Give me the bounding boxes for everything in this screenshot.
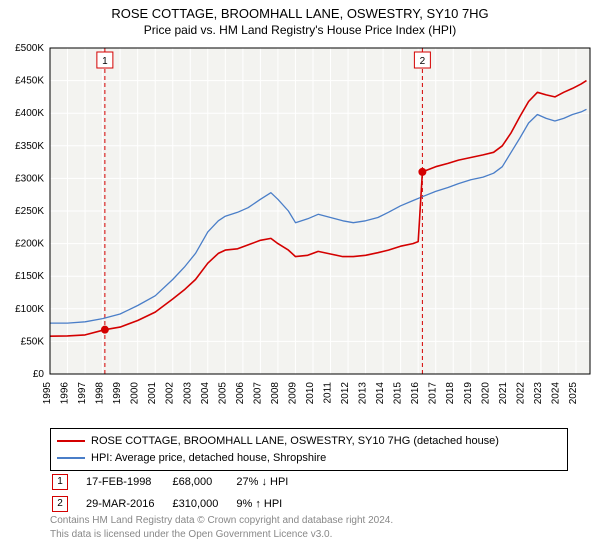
legend-label: HPI: Average price, detached house, Shro… xyxy=(91,450,326,467)
svg-text:£500K: £500K xyxy=(15,43,44,54)
marker-date: 29-MAR-2016 xyxy=(86,494,170,514)
marker-table: 1 17-FEB-1998 £68,000 27% ↓ HPI 2 29-MAR… xyxy=(50,470,306,516)
svg-text:1995: 1995 xyxy=(42,382,53,405)
marker-date: 17-FEB-1998 xyxy=(86,472,170,492)
marker-delta: 27% ↓ HPI xyxy=(236,472,304,492)
svg-text:2003: 2003 xyxy=(182,382,193,405)
svg-text:2010: 2010 xyxy=(305,382,316,405)
chart-title-sub: Price paid vs. HM Land Registry's House … xyxy=(0,21,600,37)
svg-text:2014: 2014 xyxy=(375,382,386,405)
footer-line: Contains HM Land Registry data © Crown c… xyxy=(50,514,393,528)
svg-text:2012: 2012 xyxy=(340,382,351,405)
svg-text:£200K: £200K xyxy=(15,239,44,250)
legend: ROSE COTTAGE, BROOMHALL LANE, OSWESTRY, … xyxy=(50,428,568,471)
svg-text:2000: 2000 xyxy=(130,382,141,405)
svg-text:1: 1 xyxy=(102,56,108,67)
svg-text:2006: 2006 xyxy=(235,382,246,405)
svg-text:£450K: £450K xyxy=(15,76,44,87)
chart-title-address: ROSE COTTAGE, BROOMHALL LANE, OSWESTRY, … xyxy=(0,0,600,21)
legend-swatch xyxy=(57,440,85,442)
svg-text:2025: 2025 xyxy=(568,382,579,405)
svg-text:2013: 2013 xyxy=(358,382,369,405)
svg-text:£300K: £300K xyxy=(15,173,44,184)
svg-text:1999: 1999 xyxy=(112,382,123,405)
svg-text:£0: £0 xyxy=(33,369,45,380)
svg-text:2017: 2017 xyxy=(428,382,439,405)
svg-text:1997: 1997 xyxy=(77,382,88,405)
svg-text:2002: 2002 xyxy=(165,382,176,405)
marker-row: 2 29-MAR-2016 £310,000 9% ↑ HPI xyxy=(52,494,304,514)
svg-text:2009: 2009 xyxy=(287,382,298,405)
svg-text:2016: 2016 xyxy=(410,382,421,405)
legend-label: ROSE COTTAGE, BROOMHALL LANE, OSWESTRY, … xyxy=(91,433,499,450)
chart-area: £0 £50K £100K £150K £200K £250K £300K £350K £400… xyxy=(0,42,600,422)
svg-text:2020: 2020 xyxy=(480,382,491,405)
legend-swatch xyxy=(57,457,85,459)
footer-attribution: Contains HM Land Registry data © Crown c… xyxy=(50,514,393,541)
svg-text:£100K: £100K xyxy=(15,304,44,315)
svg-text:2001: 2001 xyxy=(147,382,158,405)
marker-price: £68,000 xyxy=(172,472,234,492)
svg-text:£150K: £150K xyxy=(15,271,44,282)
marker-delta: 9% ↑ HPI xyxy=(236,494,304,514)
svg-text:2022: 2022 xyxy=(515,382,526,405)
marker-row: 1 17-FEB-1998 £68,000 27% ↓ HPI xyxy=(52,472,304,492)
marker-price: £310,000 xyxy=(172,494,234,514)
svg-text:2021: 2021 xyxy=(498,382,509,405)
legend-row: ROSE COTTAGE, BROOMHALL LANE, OSWESTRY, … xyxy=(57,433,561,450)
legend-row: HPI: Average price, detached house, Shro… xyxy=(57,450,561,467)
svg-text:1996: 1996 xyxy=(60,382,71,405)
svg-text:2011: 2011 xyxy=(323,382,334,404)
svg-text:£50K: £50K xyxy=(21,336,45,347)
svg-text:£400K: £400K xyxy=(15,108,44,119)
svg-text:2015: 2015 xyxy=(393,382,404,405)
svg-text:£250K: £250K xyxy=(15,206,44,217)
svg-text:2004: 2004 xyxy=(200,382,211,405)
svg-text:2005: 2005 xyxy=(217,382,228,405)
svg-text:2023: 2023 xyxy=(533,382,544,405)
svg-text:2: 2 xyxy=(420,56,426,67)
svg-text:2018: 2018 xyxy=(445,382,456,405)
footer-line: This data is licensed under the Open Gov… xyxy=(50,528,393,542)
svg-text:2024: 2024 xyxy=(550,382,561,405)
svg-text:£350K: £350K xyxy=(15,141,44,152)
svg-text:2007: 2007 xyxy=(252,382,263,405)
marker-badge: 2 xyxy=(52,496,68,512)
marker-badge: 1 xyxy=(52,474,68,490)
svg-text:2008: 2008 xyxy=(270,382,281,405)
svg-text:1998: 1998 xyxy=(95,382,106,405)
svg-text:2019: 2019 xyxy=(463,382,474,405)
